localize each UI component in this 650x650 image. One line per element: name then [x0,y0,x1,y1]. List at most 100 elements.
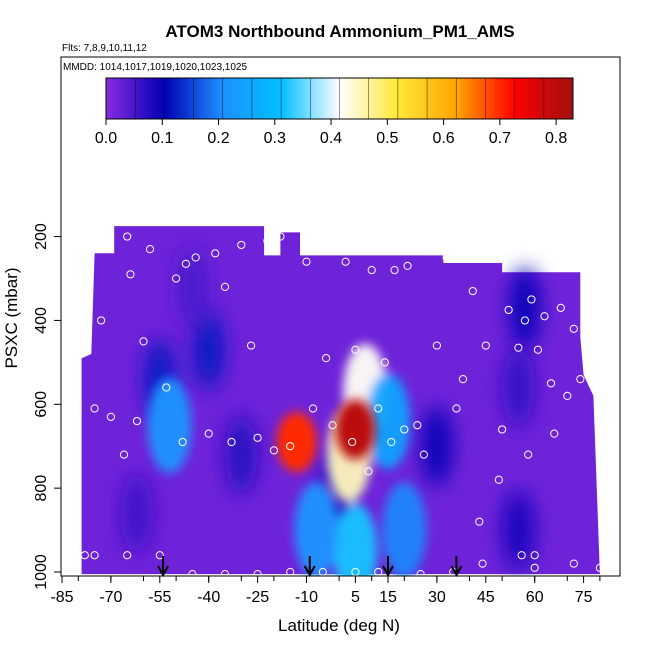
observation-point [442,253,451,262]
observation-point [364,467,373,476]
observation-point [188,569,197,579]
observation-point [524,450,533,459]
observation-point [540,312,549,321]
heatmap-cell [502,490,535,571]
y-axis: 200 400 600 800 1000 [33,223,61,590]
x-tick-label: 5 [351,589,360,606]
x-tick-label: -85 [50,589,73,606]
observation-point [139,337,148,346]
flight-arrow-head [450,565,463,578]
observation-points [80,232,605,579]
x-tick-label: 60 [526,589,544,606]
observation-point [83,253,93,262]
x-axis-label: Latitude (deg N) [278,616,400,635]
colorbar-tick-label: 0.4 [320,130,342,147]
observation-point [351,345,360,354]
x-tick-label: -25 [246,589,269,606]
flights-label: Flts: 7,8,9,10,11,12 [62,43,147,54]
chart-title: ATOM3 Northbound Ammonium_PM1_AMS [165,22,514,41]
observation-point [403,261,412,271]
heatmap-cell [225,414,258,495]
flight-arrow-head [382,565,394,578]
observation-point [155,551,164,560]
observation-point [269,446,278,455]
observation-point [387,437,396,447]
observation-point [468,286,477,296]
observation-point [126,270,135,279]
dates-label: MMDD: 1014,1017,1019,1020,1023,1025 [63,62,247,73]
observation-point [546,379,556,388]
heatmap-cell [147,377,192,474]
observation-point [475,517,484,526]
observation-point [328,421,337,430]
observation-point [321,354,331,363]
observation-point [220,569,230,579]
colorbar-tick-label: 0.7 [489,130,511,147]
colorbar-tick-label: 0.2 [207,130,229,147]
observation-point [276,232,285,241]
colorbar-tick-label: 0.0 [95,130,117,147]
colorbar-tick-label: 0.1 [151,130,173,147]
heatmap-cell [276,412,317,473]
observation-point [227,437,236,447]
y-tick-label: 1000 [33,554,50,590]
flight-arrow-head [157,565,169,578]
x-tick-label: -10 [295,589,318,606]
observation-point [263,236,272,245]
observation-point [533,345,543,354]
observation-point [569,324,578,333]
observation-point [517,551,526,560]
observation-point [123,551,132,560]
observation-point [145,245,155,254]
x-tick-label: 75 [575,589,593,606]
observation-point [494,475,503,484]
heatmap-cell [382,482,427,576]
observation-point [498,425,507,434]
observation-point [576,375,585,384]
observation-point [172,274,181,283]
x-tick-label: -40 [197,589,220,606]
colorbar-tick-label: 0.3 [264,130,286,147]
observation-point [563,391,572,400]
observation-point [132,416,142,426]
observation-point [204,429,213,438]
observation-point [416,569,425,579]
y-axis-label: PSXC (mbar) [2,267,21,368]
observation-point [481,341,490,350]
observation-point [90,404,99,413]
observation-point [550,429,559,438]
observation-point [458,375,468,384]
y-tick-label: 600 [33,391,50,418]
observation-point [237,240,246,250]
heatmap-cell [192,309,225,390]
observation-point [211,249,220,258]
observation-point [595,563,605,572]
observation-point [452,404,461,413]
x-axis: -85 -70 -55 -40 -25 -10 5 15 30 45 60 75 [50,576,601,606]
colorbar-tick-label: 0.6 [432,130,454,147]
x-tick-label: 30 [428,589,446,606]
x-tick-label: 45 [477,589,495,606]
observation-point [530,563,539,572]
observation-point [80,551,89,560]
observation-point [569,559,578,568]
heatmap-cell [420,406,453,487]
observation-point [514,343,523,352]
observation-point [246,341,256,350]
flight-arrows [157,556,463,578]
observation-point [90,551,99,560]
heatmap-cell [335,399,376,460]
x-tick-label: 15 [379,589,397,606]
colorbar-tick-label: 0.8 [545,130,567,147]
heatmap-cell [366,373,410,470]
observation-point [432,341,441,350]
observation-point [191,253,200,262]
heatmap-cell [333,503,378,576]
observation-point [308,404,318,413]
observation-point [419,450,428,459]
observation-point [520,316,530,325]
observation-point [582,316,591,325]
heatmap-cell [294,482,339,576]
observation-point [123,232,132,241]
heatmap-field [81,226,600,576]
